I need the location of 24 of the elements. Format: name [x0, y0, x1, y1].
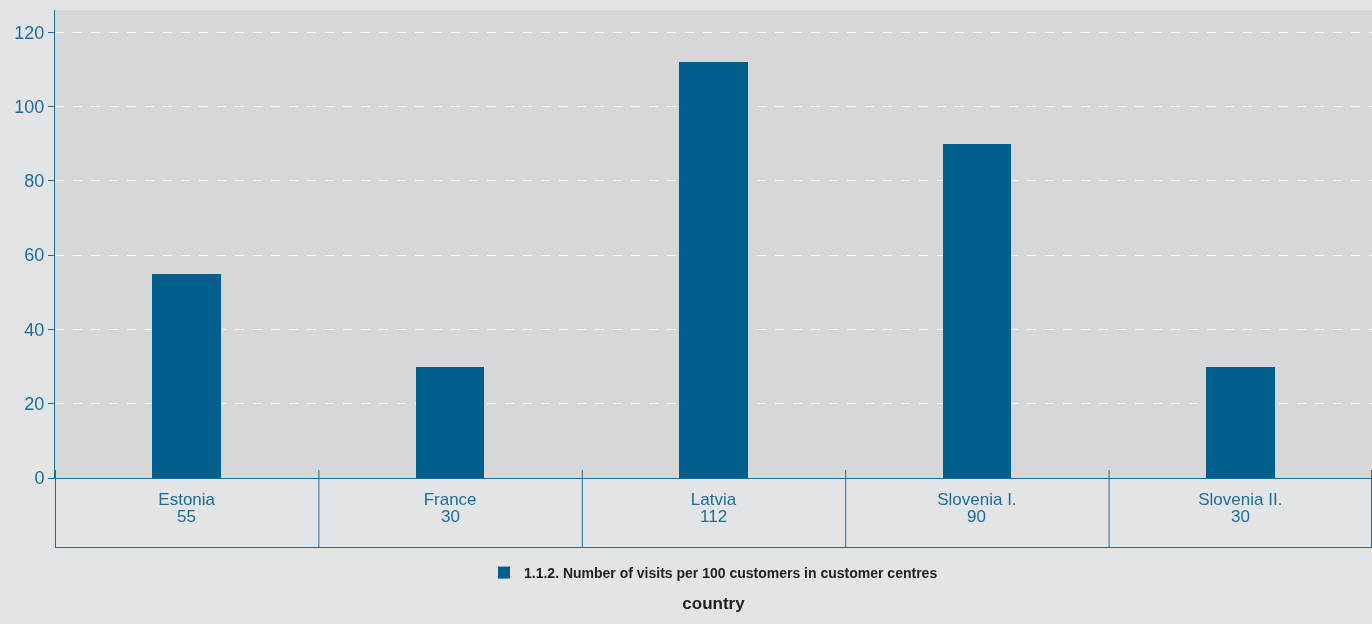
y-tick-label: 80	[24, 171, 45, 192]
data-label: 112	[700, 507, 728, 526]
data-label: 30	[441, 507, 460, 526]
x-tick-label: France	[423, 490, 477, 510]
bar	[1206, 367, 1275, 478]
bar	[416, 367, 484, 478]
legend-label: 1.1.2. Number of visits per 100 customers in customer centres	[524, 565, 938, 582]
x-tick-label: Estonia	[158, 490, 216, 510]
bar	[943, 144, 1011, 478]
y-tick-label: 40	[24, 319, 45, 340]
data-label: 30	[1231, 507, 1250, 526]
data-label: 90	[967, 507, 986, 526]
y-tick-label: 60	[24, 245, 45, 266]
y-tick-label: 100	[14, 96, 45, 117]
y-tick-label: 20	[24, 394, 45, 415]
x-tick-label: Latvia	[690, 490, 737, 510]
y-tick-label: 0	[34, 468, 45, 489]
bar	[679, 62, 748, 478]
data-label: 55	[177, 507, 196, 526]
x-tick-label: Slovenia I.	[937, 490, 1017, 510]
y-tick-label: 120	[14, 22, 45, 43]
x-tick-label: Slovenia II.	[1198, 490, 1283, 510]
bar	[152, 274, 221, 478]
x-axis-title: country	[682, 593, 746, 613]
